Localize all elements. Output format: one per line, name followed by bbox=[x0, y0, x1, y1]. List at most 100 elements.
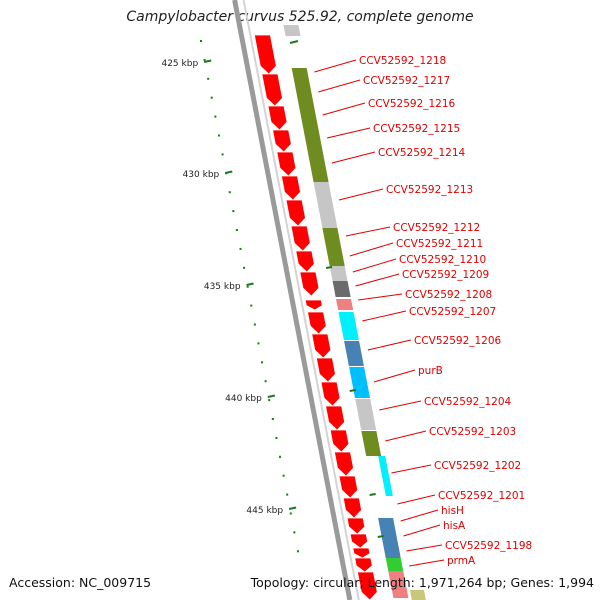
cog-segment bbox=[355, 399, 377, 430]
gene-label: CCV52592_1218 bbox=[359, 55, 446, 67]
gene-label: CCV52592_1207 bbox=[409, 306, 496, 318]
scale-minor-tick bbox=[279, 455, 282, 458]
scale-minor-tick bbox=[282, 474, 285, 477]
scale-minor-tick bbox=[253, 323, 256, 326]
cds-forward-arrow bbox=[338, 475, 359, 499]
track-dash bbox=[377, 535, 384, 538]
gene-label: CCV52592_1203 bbox=[429, 426, 516, 438]
cds-forward-arrow bbox=[346, 517, 366, 535]
scale-minor-tick bbox=[243, 266, 246, 269]
gene-leader-line bbox=[355, 273, 400, 287]
cog-segment bbox=[296, 92, 316, 115]
gene-leader-line bbox=[391, 464, 432, 474]
gene-label: CCV52592_1211 bbox=[396, 238, 483, 250]
gene-leader-line bbox=[403, 524, 441, 537]
cog-segment bbox=[305, 138, 325, 160]
scale-major-tick bbox=[267, 394, 276, 398]
gene-leader-line bbox=[362, 310, 407, 322]
scale-minor-tick bbox=[286, 493, 289, 496]
map-title: Campylobacter curvus 525.92, complete ge… bbox=[126, 9, 474, 25]
cog-segment bbox=[383, 547, 401, 558]
scale-label: 440 kbp bbox=[225, 394, 262, 404]
cog-segment bbox=[300, 115, 321, 138]
gene-leader-line bbox=[345, 226, 391, 237]
cds-forward-arrow bbox=[267, 105, 288, 131]
cds-forward-arrow bbox=[280, 175, 301, 201]
cog-segment bbox=[378, 518, 399, 547]
cds-forward-arrow bbox=[261, 73, 283, 107]
gene-leader-line bbox=[385, 430, 427, 442]
scale-minor-tick bbox=[293, 531, 296, 534]
cds-forward-arrow bbox=[295, 250, 315, 273]
track-dash bbox=[349, 389, 356, 392]
scale-minor-tick bbox=[210, 96, 213, 99]
gene-leader-line bbox=[331, 151, 376, 164]
cds-forward-arrow bbox=[354, 557, 373, 573]
track-dash bbox=[325, 266, 333, 269]
gene-label: CCV52592_1213 bbox=[386, 184, 473, 196]
backbone-outer-line bbox=[232, 0, 353, 600]
gene-leader-line bbox=[322, 102, 366, 116]
cds-forward-arrow bbox=[290, 225, 311, 252]
cog-segment bbox=[322, 228, 342, 250]
gene-leader-line bbox=[400, 509, 439, 522]
scale-major-tick bbox=[246, 282, 254, 286]
track-dash bbox=[369, 493, 376, 496]
accession-text: Accession: NC_009715 bbox=[9, 575, 152, 590]
gene-label: CCV52592_1217 bbox=[363, 75, 450, 87]
scale-minor-tick bbox=[268, 399, 271, 402]
scale-minor-tick bbox=[261, 361, 264, 364]
scale-minor-tick bbox=[200, 40, 202, 42]
cog-segment bbox=[329, 266, 348, 281]
scale-label: 435 kbp bbox=[204, 282, 241, 292]
cog-segment bbox=[409, 590, 426, 600]
gene-label: CCV52592_1208 bbox=[405, 289, 492, 301]
gene-leader-line bbox=[373, 369, 416, 383]
cds-forward-arrow bbox=[352, 547, 371, 559]
gene-label: hisH bbox=[441, 505, 464, 517]
gene-leader-line bbox=[358, 293, 403, 301]
scale-minor-tick bbox=[221, 153, 224, 156]
gene-label: CCV52592_1209 bbox=[402, 269, 489, 281]
scale-minor-tick bbox=[275, 436, 278, 439]
cog-segment bbox=[382, 476, 393, 496]
cog-segment bbox=[378, 456, 390, 476]
cds-forward-arrow bbox=[329, 429, 350, 453]
track-dash bbox=[289, 40, 299, 44]
backbone-inner-line bbox=[242, 0, 360, 600]
gene-leader-line bbox=[397, 494, 436, 505]
scale-minor-tick bbox=[264, 380, 267, 383]
scale-label: 430 kbp bbox=[183, 170, 220, 180]
scale-minor-tick bbox=[235, 229, 238, 231]
cog-segment bbox=[309, 160, 329, 182]
gene-leader-line bbox=[338, 188, 384, 201]
scale-minor-tick bbox=[214, 115, 217, 118]
cds-forward-arrow bbox=[315, 357, 336, 383]
cog-segment bbox=[336, 299, 354, 310]
cog-segment bbox=[344, 341, 364, 366]
gene-label: hisA bbox=[443, 520, 466, 532]
gene-leader-line bbox=[352, 258, 397, 273]
scale-minor-tick bbox=[246, 285, 249, 288]
cds-forward-arrow bbox=[349, 533, 369, 549]
cog-segment bbox=[349, 367, 371, 398]
gene-label: CCV52592_1216 bbox=[368, 98, 456, 110]
gene-label: CCV52592_1206 bbox=[414, 335, 502, 347]
cog-segment bbox=[388, 571, 409, 598]
cds-forward-arrow bbox=[285, 199, 306, 227]
genome-summary-text: Topology: circular; Length: 1,971,264 bp… bbox=[250, 575, 594, 590]
gene-label: purB bbox=[418, 365, 443, 377]
cog-segment bbox=[338, 312, 359, 340]
gene-label: CCV52592_1198 bbox=[445, 540, 532, 552]
cds-forward-arrow bbox=[342, 497, 362, 519]
gene-leader-line bbox=[318, 79, 361, 93]
cds-forward-arrow bbox=[311, 333, 332, 359]
gene-leader-line bbox=[379, 400, 422, 411]
cds-forward-arrow bbox=[325, 405, 346, 431]
cog-segment bbox=[385, 558, 404, 571]
cog-segment bbox=[326, 250, 345, 266]
gene-label: CCV52592_1201 bbox=[438, 490, 525, 502]
scale-major-tick bbox=[288, 506, 297, 510]
cds-forward-arrow bbox=[307, 311, 327, 335]
